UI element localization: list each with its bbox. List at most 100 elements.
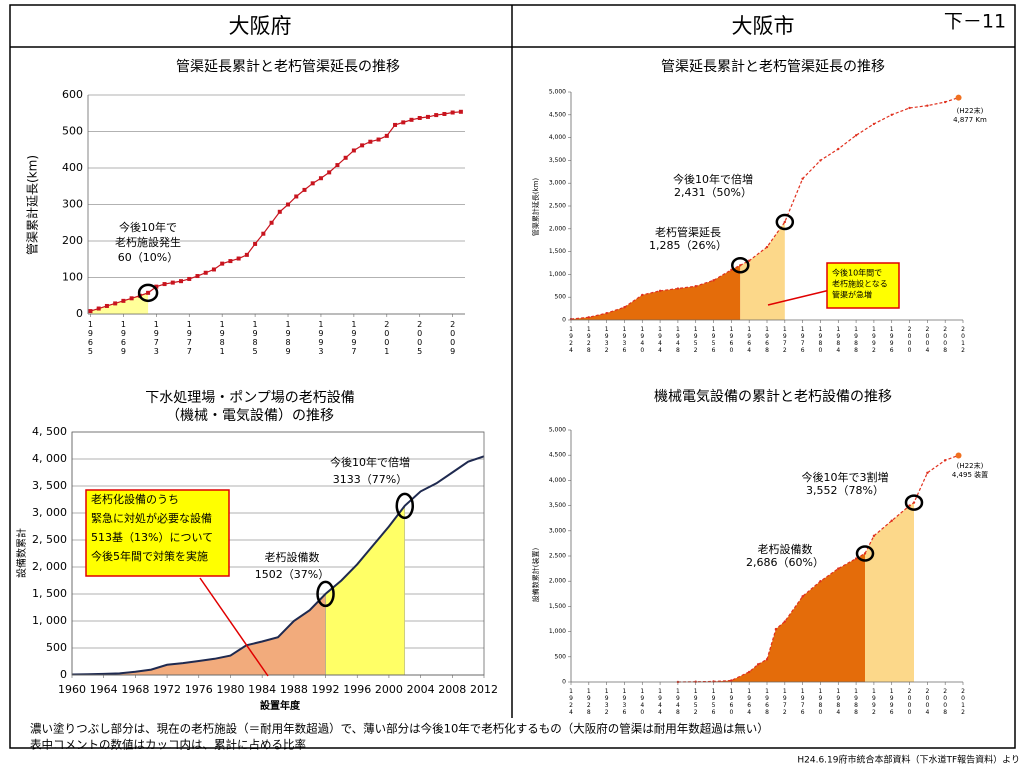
annotation: 3,552（78%） xyxy=(806,484,884,497)
point xyxy=(730,679,733,682)
point xyxy=(294,194,299,199)
y-tick-label: 200 xyxy=(62,234,83,247)
point xyxy=(774,627,778,631)
y-tick-label: 600 xyxy=(62,88,83,101)
y-tick-label: 2,500 xyxy=(549,203,566,210)
x-tick-label: 2012 xyxy=(960,688,967,716)
callout-text: 今後5年間で対策を実施 xyxy=(91,549,208,563)
point xyxy=(926,104,929,107)
point xyxy=(261,231,266,236)
point xyxy=(376,137,381,142)
point xyxy=(425,114,430,119)
point xyxy=(434,113,439,118)
point xyxy=(104,303,109,308)
point xyxy=(943,100,947,104)
point xyxy=(801,595,804,598)
annotation: 今後10年で3割増 xyxy=(802,470,889,484)
x-tick-label: 1948 xyxy=(674,326,681,354)
point xyxy=(162,282,167,287)
chart-title: 機械電気設備の累計と老朽設備の推移 xyxy=(654,389,892,405)
point xyxy=(863,552,867,555)
chart-title: （機械・電気設備）の推移 xyxy=(166,408,334,424)
x-tick-label: 1984 xyxy=(248,683,276,696)
point xyxy=(335,163,340,168)
point xyxy=(712,279,715,282)
point xyxy=(368,139,373,144)
x-tick-label: 1996 xyxy=(888,326,895,354)
point xyxy=(203,270,208,275)
point xyxy=(343,155,348,160)
annotation: 60（10%） xyxy=(118,251,178,264)
callout-arrow xyxy=(199,577,269,677)
point xyxy=(943,459,947,462)
x-tick-label: 1997 xyxy=(349,320,358,356)
y-tick-label: 0 xyxy=(60,668,67,681)
point xyxy=(302,187,307,192)
callout-box xyxy=(826,262,900,309)
point xyxy=(253,241,258,246)
chart-title: 下水処理場・ポンプ場の老朽設備 xyxy=(145,390,355,406)
highlight-area xyxy=(571,265,741,320)
annotation: 2,686（60%） xyxy=(746,556,824,569)
point xyxy=(146,290,151,295)
callout-text: 513基（13%）について xyxy=(91,531,213,544)
point xyxy=(450,110,455,115)
x-tick-label: 2012 xyxy=(960,326,967,354)
x-tick-label: 1993 xyxy=(316,320,325,356)
x-tick-label: 1928 xyxy=(585,688,592,716)
point xyxy=(623,306,626,309)
point xyxy=(244,252,249,257)
callout-text: 老朽施設となる xyxy=(832,279,888,289)
point xyxy=(195,274,200,279)
x-tick-label: 1977 xyxy=(185,320,194,356)
point xyxy=(417,115,422,120)
x-tick-label: 2004 xyxy=(924,326,931,354)
x-tick-label: 1996 xyxy=(888,688,895,716)
x-tick-label: 1952 xyxy=(692,326,699,354)
point xyxy=(318,176,323,181)
annotation: 4,495 装置 xyxy=(952,470,988,479)
point xyxy=(801,177,804,180)
y-tick-label: 2, 000 xyxy=(32,560,67,573)
x-tick-label: 1936 xyxy=(621,688,628,716)
circle-marker xyxy=(731,257,750,274)
y-tick-label: 2,000 xyxy=(549,578,566,585)
y-tick-label: 2, 500 xyxy=(32,533,67,546)
annotation: (H22末) xyxy=(957,461,984,470)
point xyxy=(121,298,126,303)
x-tick-label: 1968 xyxy=(764,688,771,716)
x-tick-label: 1965 xyxy=(86,320,95,356)
y-tick-label: 4, 500 xyxy=(32,425,67,438)
x-tick-label: 1972 xyxy=(153,683,181,696)
point xyxy=(310,181,315,186)
x-tick-label: 1948 xyxy=(674,688,681,716)
y-tick-label: 1,000 xyxy=(549,628,566,635)
y-tick-label: 500 xyxy=(555,653,567,660)
point xyxy=(955,94,962,101)
annotation: 4,877 Km xyxy=(953,116,987,124)
circle-marker xyxy=(855,545,875,562)
x-tick-label: 2009 xyxy=(448,320,457,356)
callout-text: 老朽化設備のうち xyxy=(91,492,179,506)
annotation: 1502（37%） xyxy=(255,568,329,581)
point xyxy=(912,501,916,504)
point xyxy=(872,122,876,126)
y-tick-label: 2,000 xyxy=(549,225,566,232)
x-tick-label: 1956 xyxy=(710,326,717,354)
x-tick-label: 1996 xyxy=(343,683,371,696)
point xyxy=(641,293,644,297)
x-tick-label: 1964 xyxy=(90,683,118,696)
point xyxy=(458,109,463,114)
x-tick-label: 1940 xyxy=(639,688,646,716)
x-tick-label: 2008 xyxy=(942,688,949,716)
x-tick-label: 1980 xyxy=(817,326,824,354)
point xyxy=(694,285,697,288)
point xyxy=(872,534,876,538)
y-tick-label: 0 xyxy=(562,679,566,686)
circle-marker xyxy=(137,283,159,303)
point xyxy=(384,133,389,138)
y-tick-label: 3, 000 xyxy=(32,506,67,519)
y-tick-label: 3, 500 xyxy=(32,479,67,492)
